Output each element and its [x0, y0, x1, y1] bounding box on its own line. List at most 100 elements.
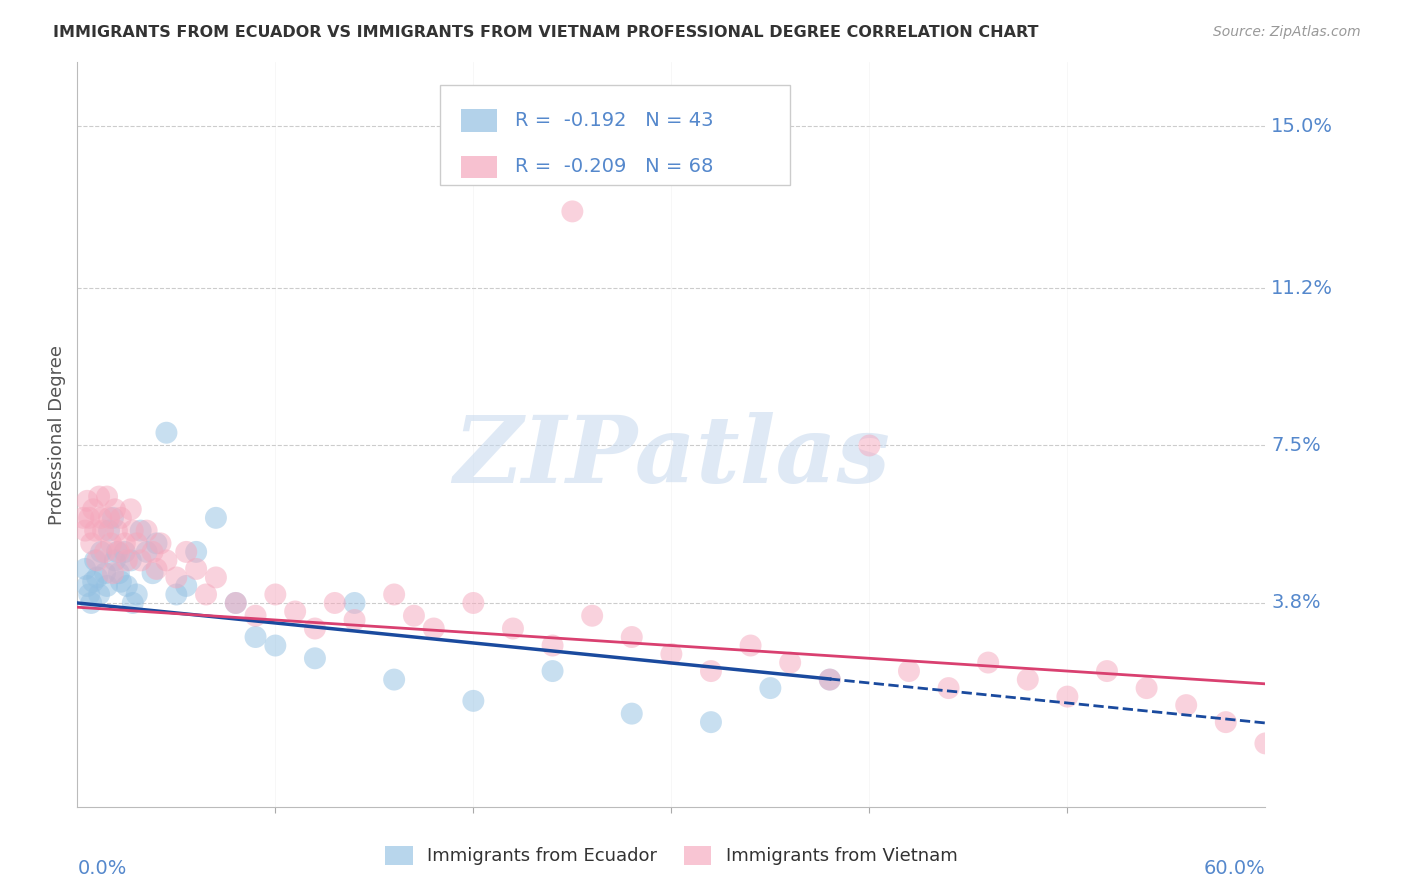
Point — [82, 574, 104, 589]
Point — [135, 524, 157, 538]
Point — [76, 493, 98, 508]
Point — [104, 553, 127, 567]
Point — [96, 579, 118, 593]
Point — [142, 566, 165, 581]
Point — [174, 545, 197, 559]
Point — [165, 570, 187, 584]
Point — [581, 608, 603, 623]
Text: ZIPatlas: ZIPatlas — [453, 412, 890, 502]
Bar — [461, 155, 496, 178]
Text: R =  -0.192   N = 43: R = -0.192 N = 43 — [515, 111, 713, 130]
Point — [145, 536, 167, 550]
Point — [77, 511, 100, 525]
Point — [98, 524, 121, 538]
Point — [125, 587, 148, 601]
Point — [165, 587, 187, 601]
Point — [98, 511, 121, 525]
Point — [114, 545, 136, 559]
Point — [114, 536, 136, 550]
Point — [463, 596, 485, 610]
Point — [740, 639, 762, 653]
Point — [620, 630, 643, 644]
Point — [561, 204, 583, 219]
Point — [402, 608, 425, 623]
Point — [120, 553, 142, 567]
Point — [105, 524, 128, 538]
Point — [858, 438, 880, 452]
Point — [90, 511, 112, 525]
FancyBboxPatch shape — [440, 85, 790, 186]
Point — [423, 622, 446, 636]
Point — [343, 613, 366, 627]
Point — [463, 694, 485, 708]
Point — [80, 596, 103, 610]
Point — [76, 579, 98, 593]
Point — [115, 553, 138, 567]
Point — [75, 524, 97, 538]
Point — [382, 673, 405, 687]
Point — [91, 524, 114, 538]
Point — [87, 587, 110, 601]
Point — [142, 545, 165, 559]
Point — [225, 596, 247, 610]
Y-axis label: Professional Degree: Professional Degree — [48, 345, 66, 524]
Point — [818, 673, 841, 687]
Point — [129, 524, 152, 538]
Point — [121, 596, 143, 610]
Point — [1056, 690, 1078, 704]
Point — [245, 630, 267, 644]
Point — [108, 545, 131, 559]
Point — [700, 664, 723, 678]
Point — [135, 545, 157, 559]
Point — [115, 579, 138, 593]
Point — [75, 562, 97, 576]
Point — [264, 639, 287, 653]
Point — [155, 425, 177, 440]
Point — [186, 562, 208, 576]
Point — [186, 545, 208, 559]
Bar — [461, 110, 496, 132]
Point — [101, 566, 124, 581]
Point — [225, 596, 247, 610]
Point — [105, 545, 128, 559]
Point — [87, 490, 110, 504]
Legend: Immigrants from Ecuador, Immigrants from Vietnam: Immigrants from Ecuador, Immigrants from… — [378, 838, 965, 872]
Point — [80, 536, 103, 550]
Point — [94, 566, 117, 581]
Point — [304, 622, 326, 636]
Point — [72, 511, 94, 525]
Point — [205, 511, 228, 525]
Point — [121, 524, 143, 538]
Text: 15.0%: 15.0% — [1271, 117, 1333, 136]
Point — [104, 502, 127, 516]
Point — [264, 587, 287, 601]
Text: Source: ZipAtlas.com: Source: ZipAtlas.com — [1213, 25, 1361, 39]
Point — [77, 587, 100, 601]
Point — [759, 681, 782, 695]
Point — [108, 566, 131, 581]
Point — [938, 681, 960, 695]
Point — [284, 605, 307, 619]
Point — [1095, 664, 1118, 678]
Point — [898, 664, 921, 678]
Point — [502, 622, 524, 636]
Text: IMMIGRANTS FROM ECUADOR VS IMMIGRANTS FROM VIETNAM PROFESSIONAL DEGREE CORRELATI: IMMIGRANTS FROM ECUADOR VS IMMIGRANTS FR… — [53, 25, 1039, 40]
Point — [304, 651, 326, 665]
Point — [977, 656, 1000, 670]
Point — [818, 673, 841, 687]
Text: 7.5%: 7.5% — [1271, 436, 1322, 455]
Point — [700, 715, 723, 730]
Point — [541, 664, 564, 678]
Point — [1254, 736, 1277, 750]
Point — [101, 511, 124, 525]
Text: 11.2%: 11.2% — [1271, 278, 1333, 298]
Point — [661, 647, 683, 661]
Point — [155, 553, 177, 567]
Point — [1215, 715, 1237, 730]
Point — [1136, 681, 1159, 695]
Point — [86, 570, 108, 584]
Point — [100, 536, 122, 550]
Point — [779, 656, 801, 670]
Point — [84, 524, 107, 538]
Point — [149, 536, 172, 550]
